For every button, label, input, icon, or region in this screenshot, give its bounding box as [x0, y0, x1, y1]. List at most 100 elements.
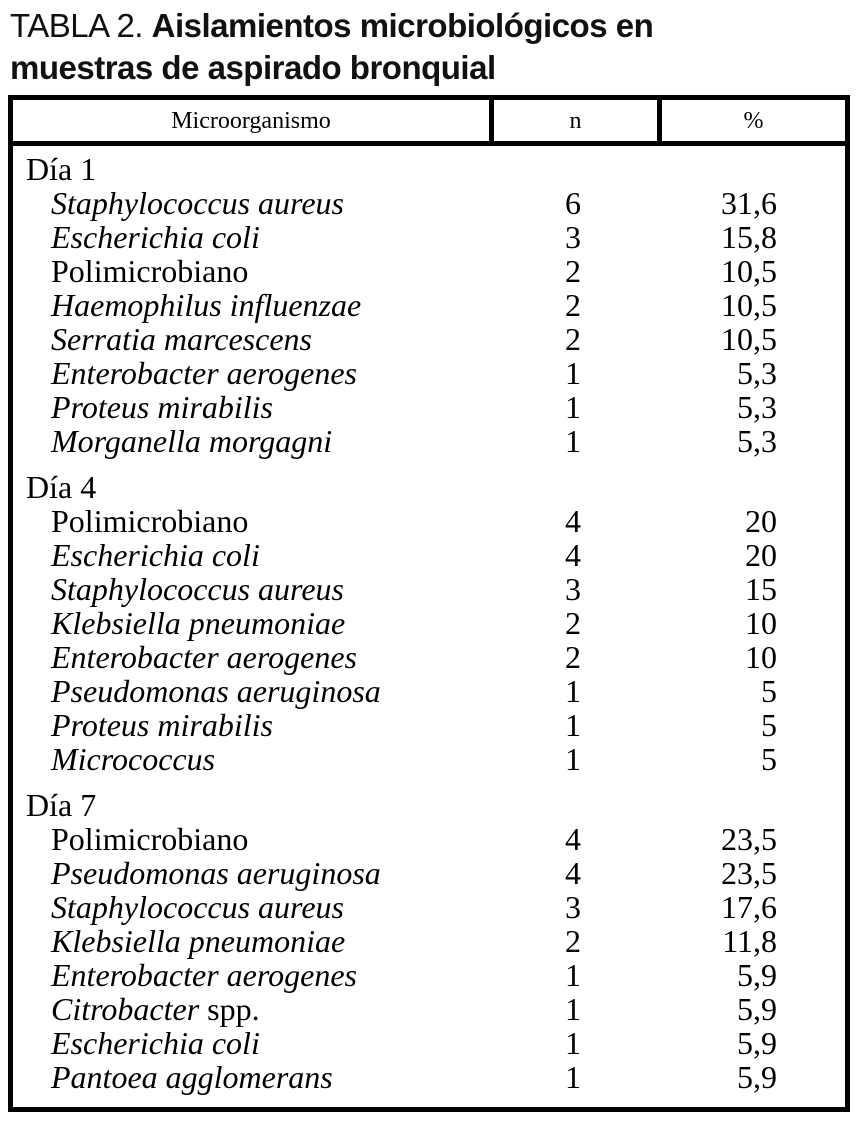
organism-name-cell: Proteus mirabilis	[13, 708, 489, 742]
count-value: 1	[565, 355, 581, 391]
percent-value: 5,3	[737, 355, 777, 391]
organism-name-italic: Enterobacter aerogenes	[51, 957, 357, 993]
table-row: Escherichia coli 4 20	[13, 538, 845, 572]
table-row: Citrobacter spp. 1 5,9	[13, 992, 845, 1026]
percent-value: 5	[761, 673, 777, 709]
count-value: 4	[565, 821, 581, 857]
table-title: TABLA 2. Aislamientos microbiológicos en…	[0, 0, 858, 89]
organism-name-italic: Staphylococcus aureus	[51, 185, 344, 221]
table-row: Staphylococcus aureus 6 31,6	[13, 186, 845, 220]
organism-name-italic: Staphylococcus aureus	[51, 889, 344, 925]
table-row: Haemophilus influenzae 2 10,5	[13, 288, 845, 322]
table-row: Serratia marcescens 2 10,5	[13, 322, 845, 356]
table-row: Enterobacter aerogenes 2 10	[13, 640, 845, 674]
count-value: 2	[565, 321, 581, 357]
percent-value: 10	[745, 639, 777, 675]
count-value: 2	[565, 639, 581, 675]
organism-name-cell: Serratia marcescens	[13, 322, 489, 356]
percent-value: 10,5	[721, 253, 777, 289]
section-label: Día 4	[26, 469, 97, 505]
percent-value: 5	[761, 707, 777, 743]
table-title-prefix: TABLA 2.	[10, 7, 143, 44]
organism-name-italic: Pantoea agglomerans	[51, 1059, 333, 1095]
organism-name-italic: Pseudomonas aeruginosa	[51, 855, 381, 891]
percent-value: 20	[745, 537, 777, 573]
section-rows: Staphylococcus aureus 6 31,6 Escherichia…	[13, 186, 845, 458]
organism-name-cell: Citrobacter spp.	[13, 992, 489, 1026]
percent-value: 15	[745, 571, 777, 607]
day-section: Día 1 Staphylococcus aureus 6 31,6 Esche…	[13, 152, 845, 458]
organism-name-cell: Polimicrobiano	[13, 822, 489, 856]
count-value: 1	[565, 1025, 581, 1061]
percent-value: 5,9	[737, 1059, 777, 1095]
count-value: 3	[565, 889, 581, 925]
percent-value: 31,6	[721, 185, 777, 221]
count-value: 2	[565, 253, 581, 289]
count-value: 2	[565, 923, 581, 959]
organism-name-italic: Proteus mirabilis	[51, 707, 273, 743]
organism-name-italic: Morganella morgagni	[51, 423, 333, 459]
count-value: 6	[565, 185, 581, 221]
count-value: 1	[565, 1059, 581, 1095]
organism-name-italic: Klebsiella pneumoniae	[51, 605, 346, 641]
organism-name-italic: Escherichia coli	[51, 219, 260, 255]
percent-value: 17,6	[721, 889, 777, 925]
table-row: Enterobacter aerogenes 1 5,9	[13, 958, 845, 992]
table-row: Escherichia coli 3 15,8	[13, 220, 845, 254]
organism-name-cell: Klebsiella pneumoniae	[13, 606, 489, 640]
organism-name-cell: Pseudomonas aeruginosa	[13, 674, 489, 708]
organism-name-cell: Haemophilus influenzae	[13, 288, 489, 322]
percent-value: 5,9	[737, 957, 777, 993]
table-body: Día 1 Staphylococcus aureus 6 31,6 Esche…	[13, 146, 845, 1094]
organism-name-italic: Proteus mirabilis	[51, 389, 273, 425]
percent-value: 11,8	[722, 923, 777, 959]
organism-name-italic: Micrococcus	[51, 741, 216, 777]
percent-value: 10	[745, 605, 777, 641]
organism-name-italic: Enterobacter aerogenes	[51, 355, 357, 391]
table-title-bold-line2: muestras de aspirado bronquial	[10, 49, 496, 86]
organism-name-cell: Pseudomonas aeruginosa	[13, 856, 489, 890]
section-rows: Polimicrobiano 4 20 Escherichia coli 4 2…	[13, 504, 845, 776]
count-value: 3	[565, 571, 581, 607]
table-row: Escherichia coli 1 5,9	[13, 1026, 845, 1060]
count-value: 1	[565, 957, 581, 993]
count-value: 1	[565, 423, 581, 459]
percent-value: 23,5	[721, 821, 777, 857]
organism-name-italic: Escherichia coli	[51, 537, 260, 573]
percent-value: 10,5	[721, 321, 777, 357]
organism-name-italic: Haemophilus influenzae	[51, 287, 362, 323]
organism-name-regular: spp.	[199, 991, 260, 1027]
organism-name-italic: Serratia marcescens	[51, 321, 312, 357]
header-microorganism: Microorganismo	[171, 108, 331, 134]
count-value: 1	[565, 707, 581, 743]
count-value: 4	[565, 503, 581, 539]
table-header-row: Microorganismo n %	[13, 100, 845, 146]
count-value: 3	[565, 219, 581, 255]
table-row: Pantoea agglomerans 1 5,9	[13, 1060, 845, 1094]
count-value: 2	[565, 605, 581, 641]
section-label: Día 7	[26, 787, 97, 823]
table-row: Morganella morgagni 1 5,3	[13, 424, 845, 458]
header-count: n	[489, 100, 657, 141]
table-row: Polimicrobiano 4 20	[13, 504, 845, 538]
organism-name-cell: Klebsiella pneumoniae	[13, 924, 489, 958]
organism-name-cell: Staphylococcus aureus	[13, 186, 489, 220]
organism-name-cell: Proteus mirabilis	[13, 390, 489, 424]
percent-value: 5,9	[737, 991, 777, 1027]
section-label: Día 1	[26, 151, 97, 187]
count-value: 4	[565, 537, 581, 573]
organism-name-regular: Polimicrobiano	[51, 821, 249, 857]
percent-value: 10,5	[721, 287, 777, 323]
table-row: Proteus mirabilis 1 5	[13, 708, 845, 742]
microbiology-table: Microorganismo n % Día 1 Staphylococcus …	[8, 95, 850, 1112]
organism-name-cell: Staphylococcus aureus	[13, 890, 489, 924]
organism-name-cell: Escherichia coli	[13, 1026, 489, 1060]
organism-name-regular: Polimicrobiano	[51, 503, 249, 539]
section-rows: Polimicrobiano 4 23,5 Pseudomonas aerugi…	[13, 822, 845, 1094]
day-section: Día 4 Polimicrobiano 4 20 Escherichia co…	[13, 470, 845, 776]
organism-name-italic: Citrobacter	[51, 991, 200, 1027]
percent-value: 5,3	[737, 389, 777, 425]
table-row: Polimicrobiano 4 23,5	[13, 822, 845, 856]
organism-name-italic: Klebsiella pneumoniae	[51, 923, 346, 959]
count-value: 1	[565, 991, 581, 1027]
